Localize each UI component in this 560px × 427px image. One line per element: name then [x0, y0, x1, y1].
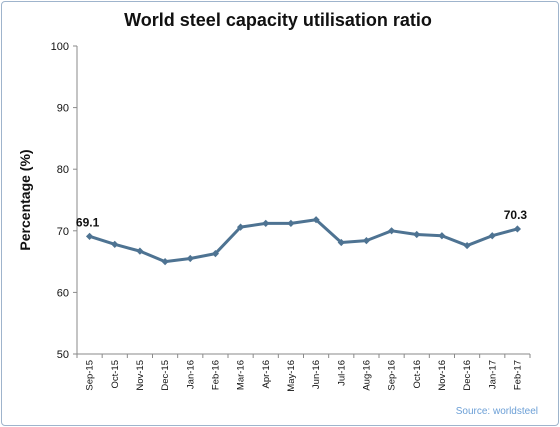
y-tick-label: 50 — [57, 349, 69, 361]
data-point-marker — [111, 240, 119, 248]
chart-title: World steel capacity utilisation ratio — [124, 10, 432, 30]
x-tick-label: Feb-16 — [210, 360, 221, 390]
y-tick-label: 60 — [57, 287, 69, 299]
x-tick-label: Sep-16 — [387, 360, 398, 391]
axes — [73, 45, 531, 358]
x-tick-label: Mar-16 — [236, 360, 247, 390]
y-tick-label: 100 — [51, 41, 69, 53]
x-tick-label: Jan-17 — [487, 360, 498, 389]
data-point-marker — [312, 216, 320, 224]
data-point-marker — [211, 249, 220, 258]
data-points — [85, 216, 522, 266]
series-line-path — [89, 218, 518, 264]
y-axis-label: Percentage (%) — [17, 149, 33, 250]
source-note: Source: worldsteel — [455, 406, 538, 417]
x-tick-label: Feb-17 — [512, 360, 523, 390]
y-tick-label: 90 — [57, 103, 69, 115]
data-point-marker — [463, 241, 471, 250]
data-labels: 69.1 70.3 — [76, 208, 528, 229]
data-point-marker — [438, 232, 446, 240]
x-tick-label: May-16 — [286, 360, 297, 392]
data-point-marker — [136, 247, 144, 255]
data-point-marker — [387, 227, 396, 235]
y-tick-label: 70 — [57, 226, 69, 238]
data-point-marker — [186, 254, 194, 263]
data-point-marker — [85, 232, 94, 240]
x-tick-label: Jan-16 — [185, 360, 196, 389]
y-tick-labels: 50 60 70 80 90 100 — [51, 41, 69, 361]
data-point-marker — [236, 223, 245, 231]
data-point-marker — [262, 219, 270, 228]
x-tick-label: Oct-15 — [110, 360, 121, 389]
x-tick-label: Jun-16 — [311, 360, 322, 389]
x-tick-label: Aug-16 — [361, 360, 372, 391]
data-point-marker — [513, 225, 522, 233]
x-tick-label: Apr-16 — [261, 360, 272, 389]
x-tick-label: Oct-16 — [412, 360, 423, 389]
y-tick-label: 80 — [57, 164, 69, 176]
data-point-marker — [362, 237, 371, 245]
data-point-marker — [337, 238, 345, 247]
x-tick-label: Sep-15 — [85, 360, 96, 391]
data-label: 70.3 — [504, 208, 528, 222]
x-tick-label: Nov-15 — [135, 360, 146, 391]
data-point-marker — [413, 230, 421, 239]
x-tick-label: Dec-16 — [462, 360, 473, 391]
data-point-marker — [287, 219, 295, 228]
data-point-marker — [161, 258, 169, 266]
x-tick-label: Dec-15 — [160, 360, 171, 391]
series-line — [89, 218, 518, 264]
x-tick-labels: Sep-15 Oct-15 Nov-15 Dec-15 Jan-16 Feb-16 Mar-… — [85, 360, 524, 392]
data-label: 69.1 — [76, 215, 100, 229]
data-point-marker — [488, 232, 496, 240]
x-tick-label: Nov-16 — [437, 360, 448, 391]
x-tick-label: Jul-16 — [336, 360, 347, 386]
